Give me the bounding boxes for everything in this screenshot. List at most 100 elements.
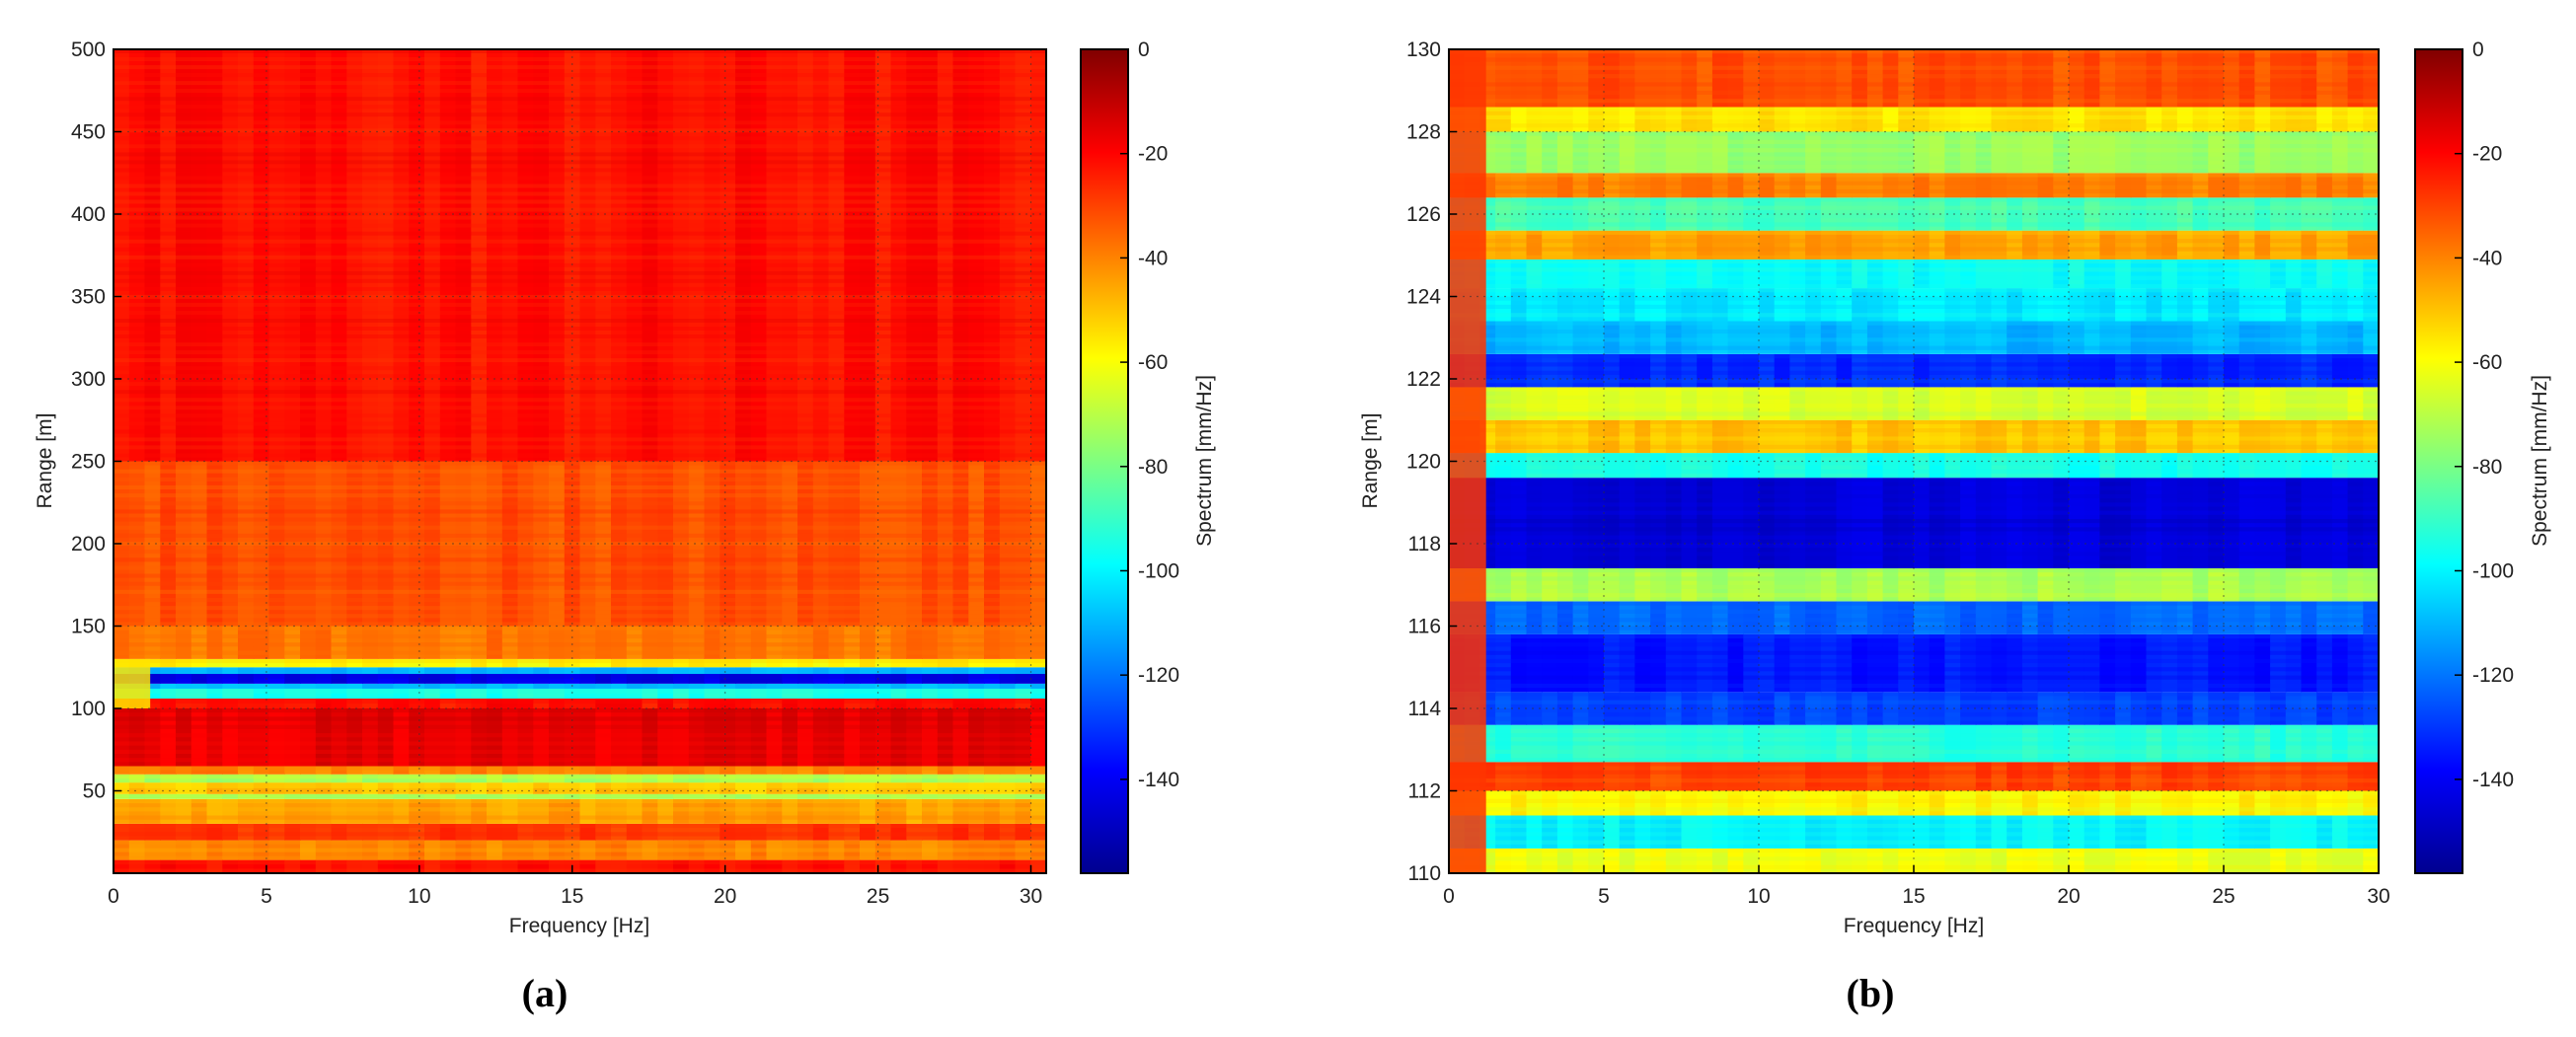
heat-cell: [409, 658, 425, 668]
heat-cell: [2069, 419, 2085, 454]
heat-cell: [595, 667, 612, 674]
heat-cell: [2331, 259, 2349, 289]
heat-cell: [1975, 762, 1993, 791]
heat-cell: [206, 684, 223, 689]
heat-cell: [937, 658, 954, 668]
heat-cell: [206, 782, 223, 794]
heat-cell: [688, 823, 706, 841]
heat-cell: [517, 699, 534, 708]
heat-cell: [533, 658, 550, 668]
heat-cell: [952, 782, 969, 794]
heat-cell: [128, 49, 146, 462]
heat-cell: [906, 859, 923, 873]
heat-cell: [2021, 601, 2039, 634]
x-tick-label: 0: [108, 885, 119, 908]
heat-cell: [1542, 849, 1558, 873]
heat-cell: [206, 461, 223, 627]
heat-cell: [2084, 633, 2100, 693]
heat-cell: [1820, 387, 1838, 420]
heat-cell: [2130, 478, 2148, 568]
heat-stripe: [1449, 741, 2379, 746]
heat-cell: [2316, 107, 2333, 132]
heat-cell: [331, 684, 347, 689]
heat-cell: [2363, 568, 2379, 602]
heat-cell: [2161, 453, 2178, 479]
heat-cell: [766, 49, 783, 462]
x-ticks-b: 0 5 10 15 20 25 30: [1443, 865, 2390, 908]
heat-cell: [2021, 815, 2039, 849]
heat-cell: [238, 708, 255, 767]
heat-cell: [890, 708, 907, 767]
heat-cell: [300, 793, 317, 799]
heat-cell: [1572, 387, 1589, 420]
heat-cell: [1495, 453, 1512, 479]
heat-cell: [501, 708, 519, 767]
heat-cell: [1743, 173, 1760, 198]
heat-cell: [2161, 354, 2178, 388]
heat-cell: [922, 840, 939, 860]
heat-cell: [1774, 49, 1790, 108]
heat-cell: [999, 699, 1017, 708]
heat-stripe: [114, 199, 1046, 204]
heat-cell: [984, 859, 1001, 873]
heat-cell: [549, 699, 566, 708]
heat-cell: [1681, 173, 1698, 198]
heat-cell: [1526, 568, 1543, 602]
heat-cell: [114, 708, 130, 767]
heat-cell: [1604, 259, 1621, 289]
heat-cell: [2037, 815, 2054, 849]
heat-cell: [937, 626, 954, 659]
heat-cell: [377, 766, 395, 775]
heat-cell: [1991, 259, 2008, 289]
heat-cell: [611, 840, 628, 860]
heat-cell: [1944, 230, 1961, 259]
heat-cell: [1991, 387, 2008, 420]
heat-cell: [1805, 478, 1822, 568]
heat-cell: [114, 793, 130, 799]
heat-cell: [642, 708, 658, 767]
y-tick-label: 50: [83, 780, 106, 803]
heat-cell: [331, 708, 347, 767]
heat-cell: [2161, 724, 2178, 763]
heat-cell: [688, 840, 706, 860]
heat-cell: [1650, 230, 1667, 259]
heat-stripe: [114, 382, 1046, 387]
heat-cell: [144, 689, 161, 699]
heat-cell: [2099, 478, 2116, 568]
heat-cell: [1805, 762, 1822, 791]
heat-cell: [549, 708, 566, 767]
colorbar-a: [1080, 48, 1129, 874]
heat-cell: [626, 708, 644, 767]
heat-cell: [1681, 49, 1698, 108]
heat-cell: [1960, 633, 1977, 693]
heat-cell: [1510, 354, 1528, 388]
heat-cell: [1697, 354, 1713, 388]
heat-cell: [2084, 815, 2100, 849]
heat-stripe: [1449, 650, 2379, 655]
heat-cell: [222, 49, 239, 462]
heat-cell: [750, 673, 768, 684]
heat-cell: [1526, 815, 1543, 849]
heat-cell: [1882, 790, 1899, 816]
heat-stripe: [1449, 519, 2379, 524]
heat-cell: [1882, 692, 1899, 725]
heat-cell: [1759, 173, 1776, 198]
heat-stripe: [114, 782, 1046, 788]
heat-cell: [1743, 131, 1760, 174]
heat-stripe: [1449, 658, 2379, 664]
heat-cell: [844, 782, 861, 794]
heat-stripe: [114, 581, 1046, 586]
heat-cell: [735, 798, 752, 824]
heat-cell: [2069, 633, 2085, 693]
heat-stripe: [114, 120, 1046, 125]
heat-cell: [160, 782, 177, 794]
heat-cell: [487, 793, 503, 799]
heat-cell: [564, 782, 581, 794]
heat-cell: [455, 699, 472, 708]
heat-cell: [1510, 724, 1528, 763]
heat-cell: [533, 793, 550, 799]
heat-cell: [766, 774, 783, 783]
heat-cell: [1634, 49, 1651, 108]
heat-cell: [222, 689, 239, 699]
heat-stripe: [1449, 535, 2379, 540]
